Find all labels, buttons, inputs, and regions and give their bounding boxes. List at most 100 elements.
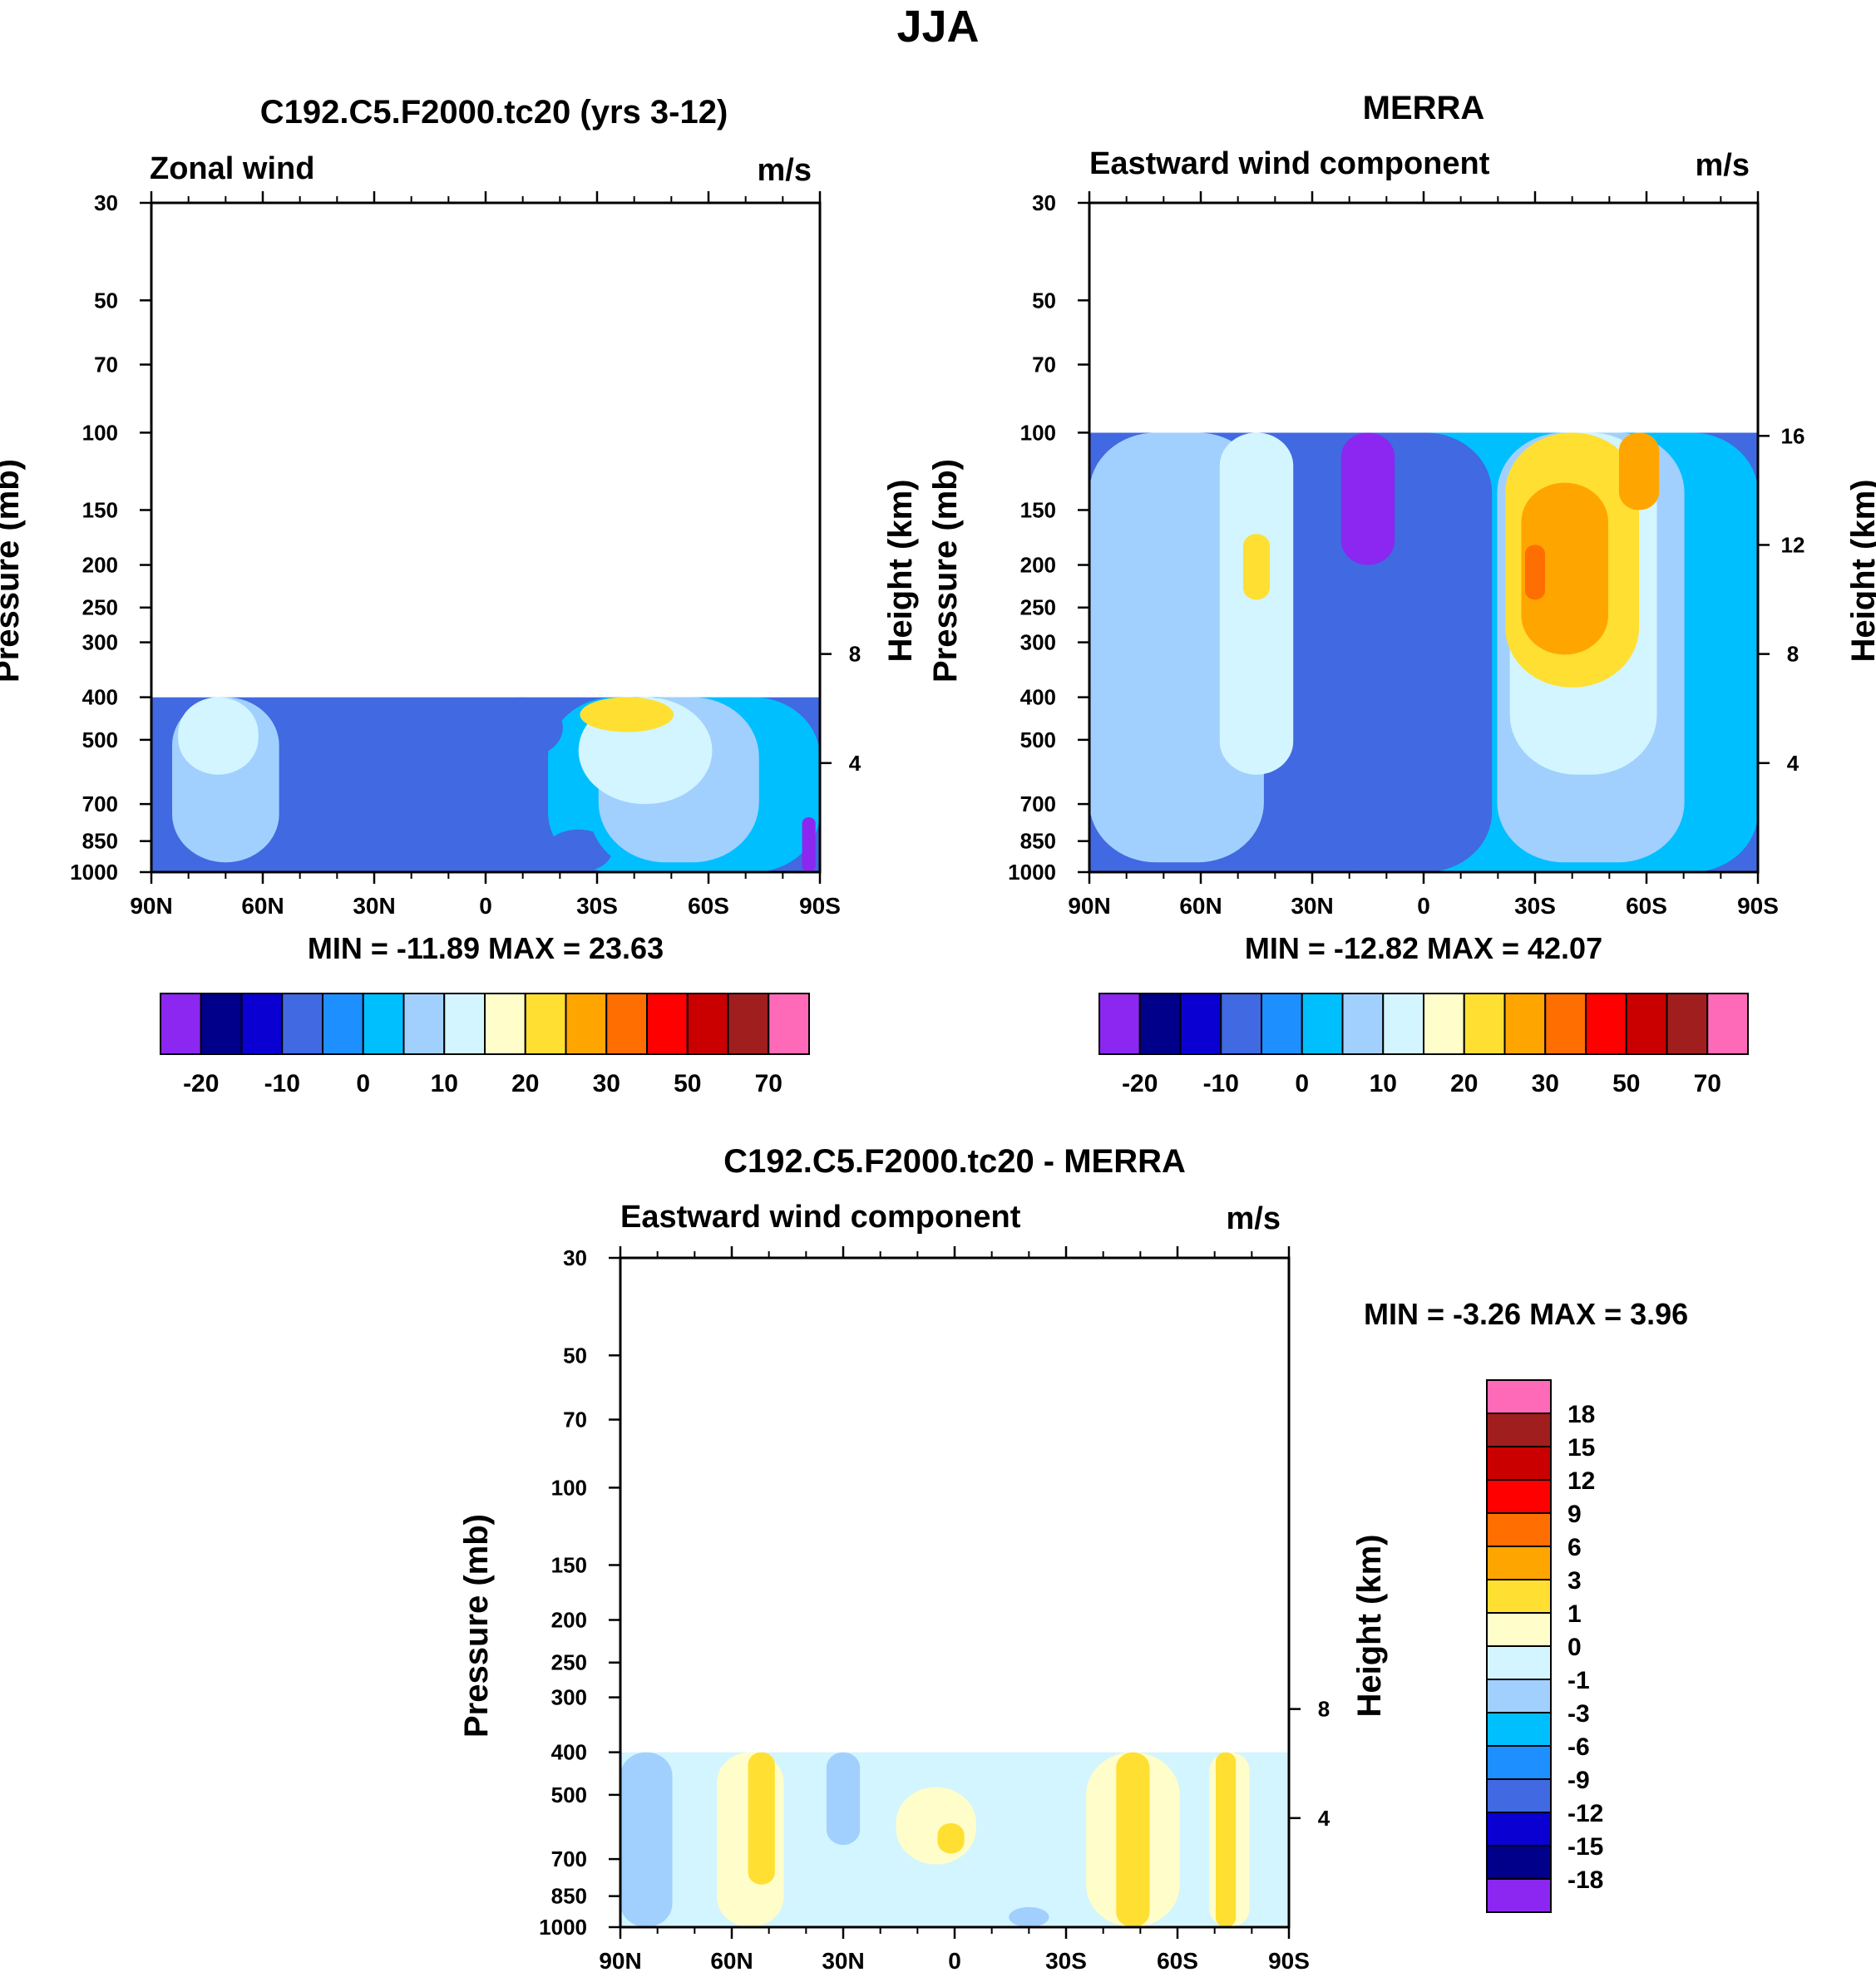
colorbar-box	[605, 993, 648, 1055]
colorbar-label: 18	[1567, 1401, 1595, 1428]
colorbar-label: -20	[183, 1070, 219, 1097]
colorbar-box	[1585, 993, 1627, 1055]
y-axis-label: Pressure (mb)	[927, 459, 964, 683]
y-tick-label: 850	[551, 1884, 587, 1909]
y-tick-label: 1000	[1008, 860, 1056, 885]
colorbar-box	[1486, 1379, 1552, 1414]
contour-fill--20	[1340, 432, 1395, 565]
x-tick-label: 0	[948, 1948, 961, 1974]
colorbar-label: 1	[1567, 1600, 1582, 1628]
x-tick-label: 90S	[799, 893, 841, 919]
y-tick-label: 50	[563, 1343, 587, 1368]
colorbar-label: 10	[1370, 1070, 1397, 1097]
contour-fill-3	[937, 1822, 965, 1854]
height-tick-label: 4	[1318, 1806, 1330, 1831]
height-tick-label: 8	[1318, 1697, 1330, 1722]
x-tick-label: 90S	[1737, 893, 1779, 919]
colorbar-box	[240, 993, 284, 1055]
x-tick-label: 90S	[1268, 1948, 1310, 1974]
contour-fill-30	[580, 697, 674, 732]
colorbar-label: 9	[1567, 1501, 1582, 1528]
min-max-stats: MIN = -12.82 MAX = 42.07	[1245, 931, 1602, 965]
y-tick-label: 200	[551, 1608, 587, 1633]
no-data-region	[1089, 203, 1758, 433]
y-tick-label: 700	[82, 791, 118, 816]
y-tick-label: 300	[82, 630, 118, 655]
colorbar-box	[443, 993, 486, 1055]
x-tick-label: 60N	[241, 893, 284, 919]
colorbar-box	[1138, 993, 1182, 1055]
height-axis-label: Height (km)	[882, 480, 919, 663]
colorbar-box	[1486, 1812, 1552, 1846]
contour-fill-40	[1521, 482, 1608, 655]
colorbar-box	[1544, 993, 1587, 1055]
colorbar-box	[1486, 1845, 1552, 1880]
y-tick-label: 200	[82, 553, 118, 578]
colorbar-box	[402, 993, 446, 1055]
main-title: JJA	[896, 2, 979, 52]
colorbar-box	[322, 993, 364, 1055]
panel-subtitle: Zonal wind	[150, 151, 314, 186]
x-tick-label: 60S	[1157, 1948, 1198, 1974]
y-tick-label: 30	[1032, 190, 1056, 215]
contour-fill--1	[826, 1752, 861, 1846]
x-tick-label: 0	[479, 893, 492, 919]
x-tick-label: 90N	[599, 1948, 641, 1974]
y-tick-label: 400	[82, 685, 118, 710]
panel-difference: C192.C5.F2000.tc20 - MERRA Eastward wind …	[458, 1143, 1688, 1974]
contour-fill--10	[545, 829, 612, 872]
colorbar-box	[1486, 1546, 1552, 1580]
colorbar-box	[1486, 1778, 1552, 1813]
contour-fill-30	[1242, 534, 1271, 600]
colorbar-box	[1341, 993, 1385, 1055]
units-label: m/s	[1227, 1201, 1281, 1236]
y-tick-label: 70	[94, 353, 118, 377]
y-axis-label: Pressure (mb)	[458, 1514, 495, 1738]
y-tick-label: 70	[1032, 353, 1056, 377]
colorbar-label: -6	[1567, 1733, 1590, 1761]
y-tick-label: 500	[551, 1782, 587, 1807]
colorbar-box	[1486, 1446, 1552, 1481]
colorbar-box	[1666, 993, 1709, 1055]
contour-fill-3	[1216, 1752, 1237, 1927]
colorbar-box	[1179, 993, 1222, 1055]
y-tick-label: 300	[551, 1685, 587, 1710]
contour-fill-40	[1618, 432, 1660, 510]
min-max-stats: MIN = -3.26 MAX = 3.96	[1364, 1297, 1688, 1331]
contour-fill--1	[620, 1752, 673, 1927]
colorbar-box	[1486, 1612, 1552, 1647]
y-tick-label: 400	[1020, 685, 1056, 710]
x-tick-label: 30N	[1291, 893, 1333, 919]
units-label: m/s	[758, 153, 812, 188]
x-tick-label: 90N	[1068, 893, 1110, 919]
x-tick-label: 90N	[130, 893, 172, 919]
colorbar-label: -1	[1567, 1667, 1590, 1694]
y-tick-label: 150	[82, 497, 118, 522]
x-tick-label: 60N	[710, 1948, 753, 1974]
contour-fill-50	[1524, 545, 1546, 600]
height-axis-label: Height (km)	[1845, 480, 1876, 663]
colorbar-label: 15	[1567, 1434, 1595, 1462]
y-tick-label: 850	[82, 829, 118, 854]
colorbar-box	[565, 993, 608, 1055]
colorbar-box	[281, 993, 323, 1055]
colorbar-box	[646, 993, 689, 1055]
colorbar-label: -10	[264, 1070, 300, 1097]
x-tick-label: 0	[1417, 893, 1430, 919]
colorbar-label: -12	[1567, 1800, 1603, 1827]
y-tick-label: 250	[1020, 595, 1056, 620]
y-tick-label: 500	[82, 727, 118, 752]
colorbar-box	[1486, 1579, 1552, 1614]
colorbar-box	[1486, 1479, 1552, 1514]
y-tick-label: 400	[551, 1740, 587, 1765]
colorbar-label: -20	[1122, 1070, 1158, 1097]
colorbar-box	[727, 993, 770, 1055]
colorbar-label: -9	[1567, 1767, 1590, 1794]
colorbar-box	[1486, 1712, 1552, 1747]
colorbar-box	[1423, 993, 1465, 1055]
x-tick-label: 60S	[688, 893, 729, 919]
colorbar-box	[686, 993, 729, 1055]
height-axis-label: Height (km)	[1351, 1535, 1388, 1718]
colorbar-label: 3	[1567, 1567, 1582, 1595]
